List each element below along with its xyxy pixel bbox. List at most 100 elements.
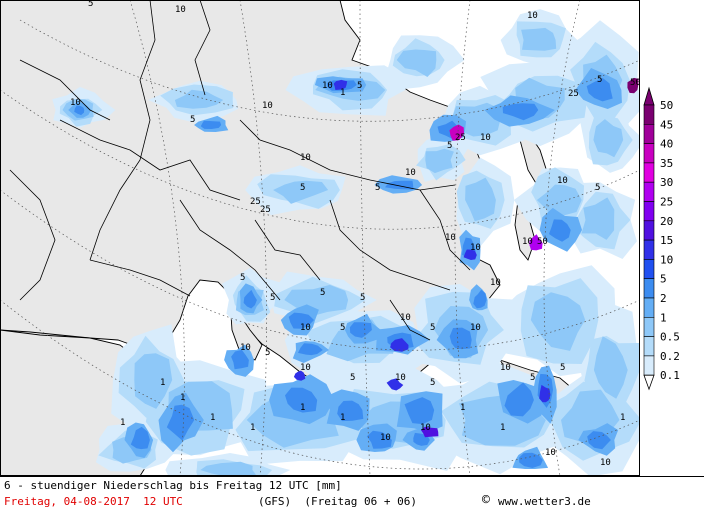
legend-swatch xyxy=(643,355,655,376)
contour-label: 10 xyxy=(470,323,481,333)
contour-label: 5 xyxy=(430,378,435,388)
footer-title: 6 - stuendiger Niederschlag bis Freitag … xyxy=(4,479,342,492)
legend-swatch xyxy=(643,124,655,144)
contour-label: 10 xyxy=(240,343,251,353)
precipitation-fields xyxy=(52,9,640,476)
country-border xyxy=(254,219,321,281)
country-borders xyxy=(9,0,471,341)
precip-cell xyxy=(449,124,464,141)
precip-cell xyxy=(530,292,586,351)
contour-label: 10 xyxy=(300,363,311,373)
legend-swatch xyxy=(643,220,655,241)
graticule-line xyxy=(19,19,640,122)
contour-label: 5 xyxy=(340,323,345,333)
precip-cell xyxy=(333,79,348,90)
legend-label: 20 xyxy=(660,215,673,228)
contour-label: 10 xyxy=(470,243,481,253)
contour-label: 10 xyxy=(400,313,411,323)
country-border xyxy=(194,0,211,96)
contour-label: 10 xyxy=(445,233,456,243)
country-border xyxy=(89,259,191,297)
contour-label: 1 xyxy=(300,403,305,413)
precip-cell xyxy=(449,327,472,350)
precip-cell xyxy=(293,370,306,381)
contour-label: 5 xyxy=(430,323,435,333)
precip-cell xyxy=(521,27,557,51)
contour-label: 10 xyxy=(500,363,511,373)
contour-label: 10 xyxy=(527,11,538,21)
legend-label: 45 xyxy=(660,118,673,131)
country-border xyxy=(19,59,111,121)
contour-label: 10 xyxy=(405,168,416,178)
legend-swatch xyxy=(643,316,655,337)
legend-swatch xyxy=(643,143,655,164)
precip-cell xyxy=(586,78,613,102)
contour-label: 10 xyxy=(557,176,568,186)
contour-label: 5 xyxy=(300,183,305,193)
contour-label: 10 xyxy=(522,237,533,247)
legend-swatch xyxy=(643,336,655,357)
country-border xyxy=(389,299,431,341)
contour-label: 25 xyxy=(260,205,271,215)
graticule-line xyxy=(543,0,581,476)
graticule-line xyxy=(454,0,471,476)
contour-label: 5 xyxy=(357,81,362,91)
precip-cell xyxy=(396,49,437,77)
precip-cell xyxy=(390,338,409,352)
legend-label: 5 xyxy=(660,273,667,286)
contour-label: 5 xyxy=(595,183,600,193)
contour-label: 5 xyxy=(88,0,93,9)
legend-label: 40 xyxy=(660,138,673,151)
contour-label: 5 xyxy=(375,183,380,193)
precip-cell xyxy=(420,426,439,438)
precip-cell xyxy=(539,384,551,403)
contour-label: 1 xyxy=(340,88,345,98)
legend-arrow-bottom xyxy=(643,374,655,391)
legend-label: 15 xyxy=(660,234,673,247)
precip-cell xyxy=(425,148,454,174)
precip-cell xyxy=(349,322,372,338)
contour-label: 10 xyxy=(480,133,491,143)
precip-cell xyxy=(130,426,150,450)
footer-model-run: (GFS) (Freitag 06 + 06) xyxy=(258,495,417,508)
footer-site: www.wetter3.de xyxy=(498,495,591,508)
contour-label: 1 xyxy=(500,423,505,433)
contour-label: 10 xyxy=(300,323,311,333)
contour-label: 5 xyxy=(560,363,565,373)
precip-cell xyxy=(581,197,615,240)
graticule-line xyxy=(0,299,640,470)
country-border xyxy=(329,199,451,291)
legend-label: 30 xyxy=(660,176,673,189)
precip-cell xyxy=(74,105,85,116)
contour-label: 10 xyxy=(262,101,273,111)
precip-cell xyxy=(166,404,195,441)
map-footer: 6 - stuendiger Niederschlag bis Freitag … xyxy=(0,476,704,513)
precip-cell xyxy=(288,312,314,329)
precip-cell xyxy=(536,184,582,223)
graticule-line xyxy=(129,0,185,476)
contour-label: 50 xyxy=(537,237,548,247)
legend-label: 2 xyxy=(660,292,667,305)
precip-cell xyxy=(502,103,539,121)
legend-label: 0.2 xyxy=(660,350,680,363)
legend-swatch xyxy=(643,104,655,125)
footer-date: Freitag, 04-08-2017 12 UTC xyxy=(4,495,183,508)
legend-swatch xyxy=(643,162,655,183)
contour-label: 50 xyxy=(630,78,640,88)
contour-label: 1 xyxy=(250,423,255,433)
contour-label: 1 xyxy=(120,418,125,428)
contour-label: 10 xyxy=(300,153,311,163)
contour-label: 5 xyxy=(360,293,365,303)
precipitation-legend: 50 45 40 35 30 25 20 15 10 5 2 1 0.5 0.2 0.1 xyxy=(640,0,704,476)
precip-cell xyxy=(473,289,487,309)
contour-label: 25 xyxy=(568,89,579,99)
contour-label: 5 xyxy=(240,273,245,283)
precip-cell xyxy=(273,180,329,204)
precip-cell xyxy=(529,234,543,251)
contour-label: 5 xyxy=(447,141,452,151)
precip-cell xyxy=(627,77,639,94)
precip-cell xyxy=(337,400,364,422)
precip-cell xyxy=(465,177,496,222)
legend-label: 10 xyxy=(660,253,673,266)
